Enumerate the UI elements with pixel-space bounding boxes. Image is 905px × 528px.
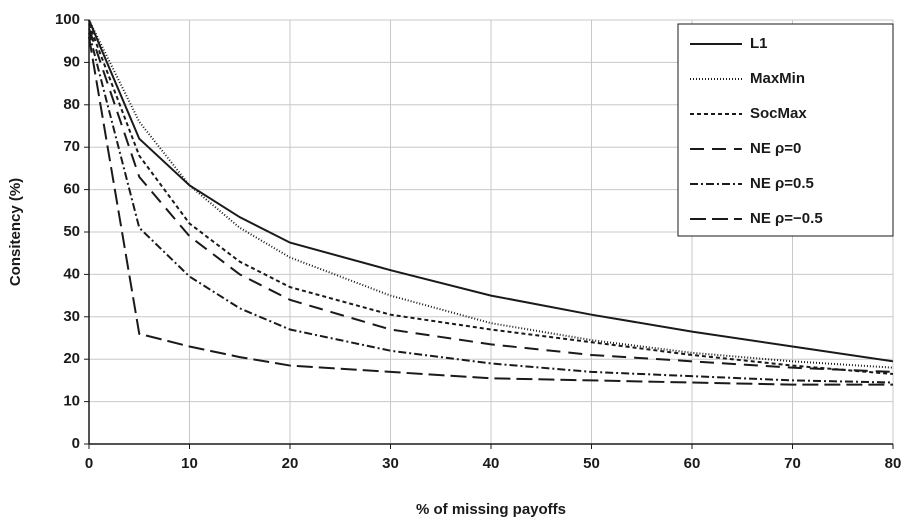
y-tick-label: 100 (55, 11, 80, 28)
legend-box (677, 23, 894, 237)
y-tick-label: 0 (72, 435, 80, 452)
series-line (88, 36, 893, 386)
y-axis-title: Consitency (%) (7, 178, 24, 286)
legend-label: NE ρ=−0.5 (750, 210, 823, 227)
y-tick-label: 70 (63, 138, 80, 155)
x-tick-label: 0 (85, 455, 93, 472)
series-line (88, 23, 894, 376)
y-tick-label: 30 (63, 308, 80, 325)
x-axis-title: % of missing payoffs (416, 501, 566, 518)
x-tick-label: 10 (181, 455, 198, 472)
legend-label: SocMax (750, 105, 807, 122)
x-tick-label: 80 (885, 455, 902, 472)
series-line (88, 19, 894, 363)
legend-label: L1 (750, 35, 768, 52)
legend-label: NE ρ=0.5 (750, 175, 814, 192)
y-tick-label: 20 (63, 350, 80, 367)
x-tick-label: 50 (583, 455, 600, 472)
x-tick-label: 20 (282, 455, 299, 472)
x-tick-label: 60 (684, 455, 701, 472)
series-line (88, 19, 894, 369)
legend-label: MaxMin (750, 70, 805, 87)
y-tick-label: 50 (63, 223, 80, 240)
y-tick-label: 90 (63, 53, 80, 70)
y-tick-label: 40 (63, 265, 80, 282)
x-tick-label: 40 (483, 455, 500, 472)
y-tick-label: 60 (63, 181, 80, 198)
y-tick-label: 10 (63, 393, 80, 410)
x-tick-label: 30 (382, 455, 399, 472)
legend-label: NE ρ=0 (750, 140, 801, 157)
x-tick-label: 70 (784, 455, 801, 472)
y-tick-label: 80 (63, 96, 80, 113)
series-line (88, 28, 894, 373)
